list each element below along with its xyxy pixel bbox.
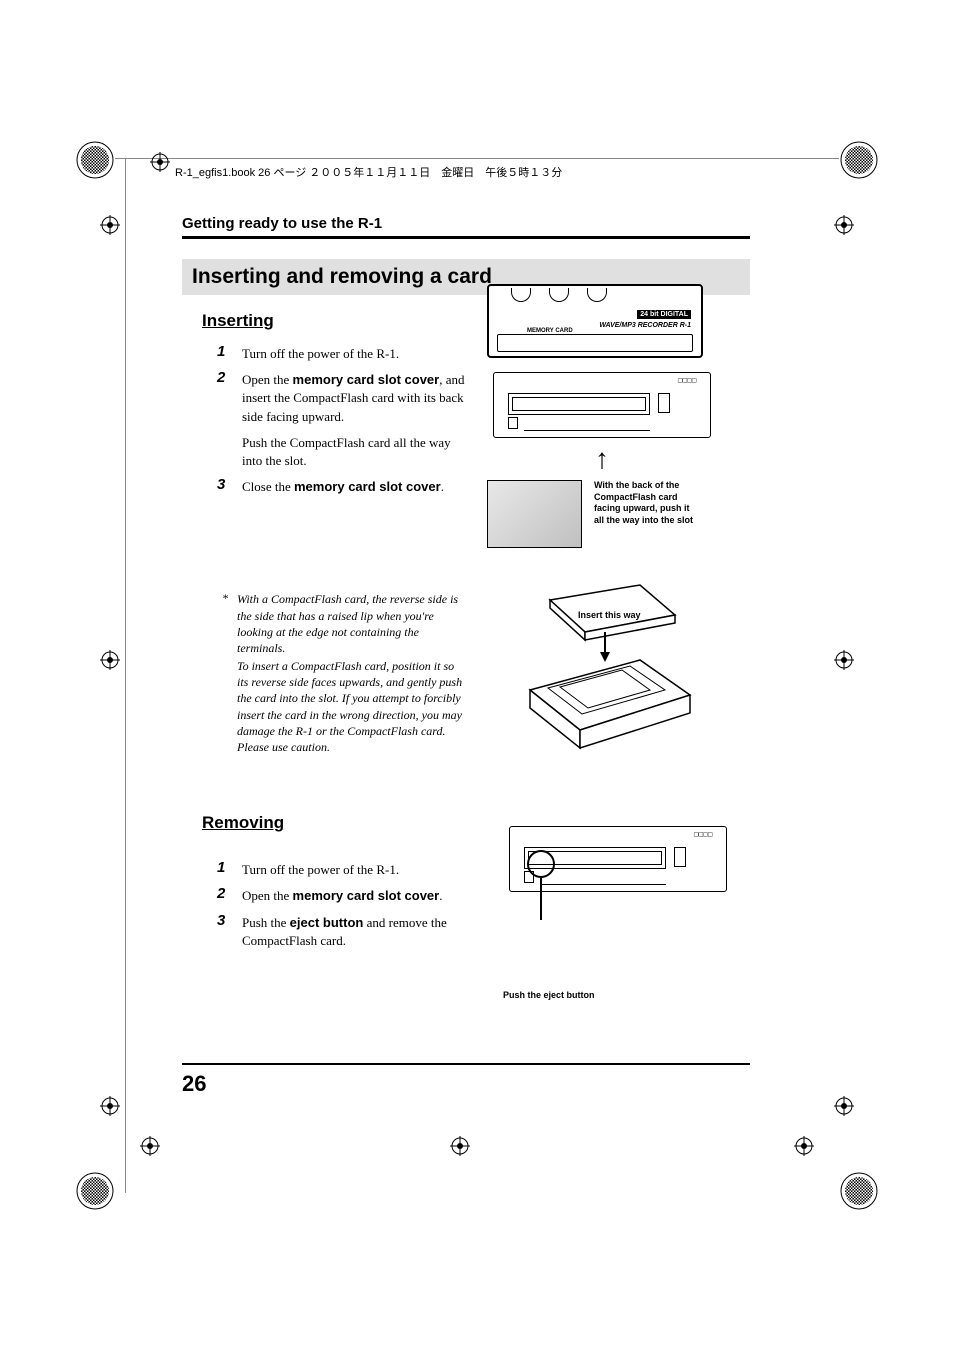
inserting-step-2-sub: Push the CompactFlash card all the way i… <box>242 434 467 470</box>
figure-inserting: 24 bit DIGITAL WAVE/MP3 RECORDER R-1 MEM… <box>487 284 717 548</box>
mic-icon <box>587 288 607 302</box>
target-mark-bottom-mid <box>450 1136 470 1156</box>
device-side-diagram: ▢▢▢▢ <box>487 366 717 444</box>
target-mark-bottom-right2 <box>794 1136 814 1156</box>
reg-mark-tr <box>839 140 879 180</box>
note-text: With a CompactFlash card, the reverse si… <box>237 591 467 656</box>
target-mark-left-top <box>100 215 120 235</box>
step-text: Push the eject button and remove the Com… <box>242 914 477 950</box>
target-mark-left-bot <box>100 1096 120 1116</box>
step-number: 3 <box>217 912 242 948</box>
label-wave: WAVE/MP3 RECORDER R-1 <box>599 322 691 329</box>
step-text: Close the memory card slot cover. <box>242 478 477 496</box>
section-rule <box>182 236 750 239</box>
step-number: 1 <box>217 859 242 877</box>
reg-mark-tl <box>75 140 115 180</box>
crop-line-left <box>125 158 126 1193</box>
insert-isometric-diagram: Insert this way <box>510 580 710 755</box>
target-mark-left-mid <box>100 650 120 670</box>
target-mark-bottom-left2 <box>140 1136 160 1156</box>
footer-rule <box>182 1063 750 1065</box>
reg-mark-br <box>839 1171 879 1211</box>
step-number: 3 <box>217 476 242 494</box>
eject-caption: Push the eject button <box>503 990 733 1000</box>
mic-icon <box>549 288 569 302</box>
step-number: 2 <box>217 369 242 424</box>
header-target-icon <box>150 152 170 172</box>
section-header: Getting ready to use the R-1 <box>182 215 752 232</box>
target-mark-right-bot <box>834 1096 854 1116</box>
mic-icon <box>511 288 531 302</box>
step-text: Turn off the power of the R-1. <box>242 345 467 363</box>
page-footer: 26 <box>182 1063 750 1097</box>
target-mark-right-top <box>834 215 854 235</box>
asterisk: * <box>222 591 237 656</box>
page-number: 26 <box>182 1071 750 1097</box>
step-text: Open the memory card slot cover, and ins… <box>242 371 467 426</box>
step-text: Open the memory card slot cover. <box>242 887 477 905</box>
note-1: * With a CompactFlash card, the reverse … <box>222 591 467 656</box>
label-24bit: 24 bit DIGITAL <box>637 310 691 319</box>
step-text: Turn off the power of the R-1. <box>242 861 467 879</box>
step-number: 2 <box>217 885 242 903</box>
insert-label: Insert this way <box>578 610 641 620</box>
figure-removing: ▢▢▢▢ Push the eject button <box>503 820 733 1000</box>
up-arrow-icon: ↑ <box>487 446 717 474</box>
target-mark-right-mid <box>834 650 854 670</box>
device-side-diagram-removing: ▢▢▢▢ <box>503 820 733 898</box>
device-front-diagram: 24 bit DIGITAL WAVE/MP3 RECORDER R-1 MEM… <box>487 284 703 358</box>
note-2: To insert a CompactFlash card, position … <box>237 658 467 755</box>
eject-pointer-line <box>540 878 542 920</box>
step-number: 1 <box>217 343 242 361</box>
card-slot <box>497 334 693 352</box>
card-diagram <box>487 480 582 548</box>
reg-mark-bl <box>75 1171 115 1211</box>
eject-highlight-circle <box>527 850 555 878</box>
card-caption: With the back of the CompactFlash card f… <box>594 480 694 548</box>
crop-line-top <box>115 158 839 159</box>
page-meta-text: R-1_egfis1.book 26 ページ ２００５年１１月１１日 金曜日 午… <box>175 164 562 180</box>
